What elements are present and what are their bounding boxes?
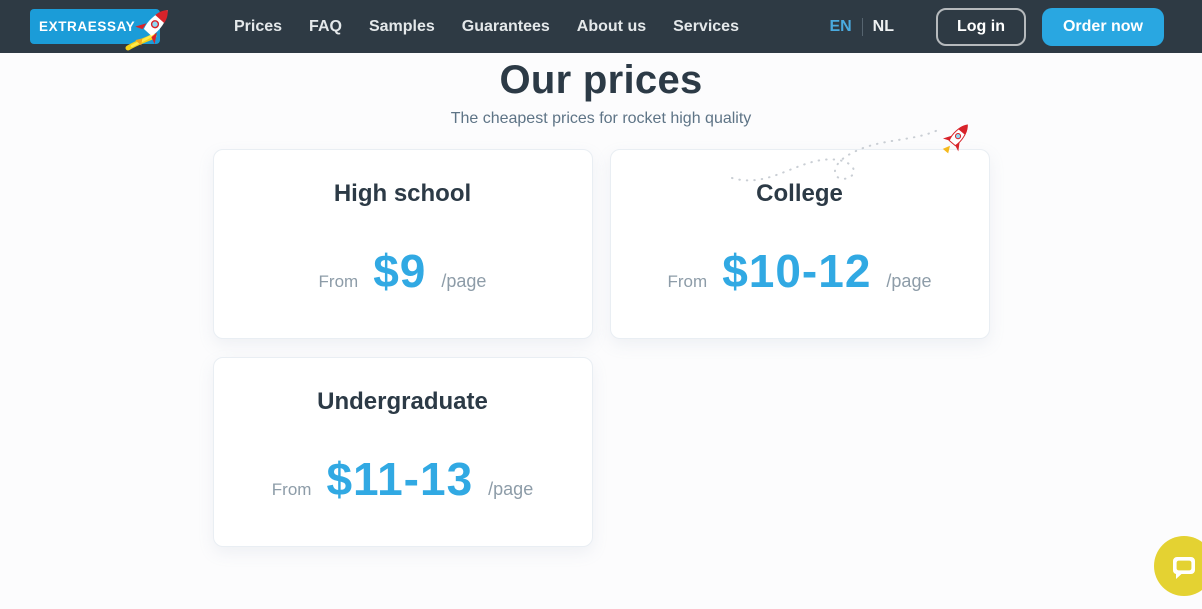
nav-item-samples[interactable]: Samples [368,17,435,35]
from-label: From [667,272,708,291]
card-title: College [756,180,843,207]
language-switcher: EN NL [829,17,894,36]
lang-option-nl[interactable]: NL [872,17,894,35]
from-label: From [271,480,312,499]
lang-option-en[interactable]: EN [829,17,852,35]
unit-label: /page [886,271,932,291]
nav-item-about-us[interactable]: About us [576,17,647,35]
brand-logo[interactable]: EXTRAESSAY [30,9,168,51]
order-now-button[interactable]: Order now [1041,7,1164,46]
price-row: From $9 /page [319,246,487,296]
price-value: $9 [373,245,427,297]
price-row: From $10-12 /page [668,246,932,296]
main-nav: Prices FAQ Samples Guarantees About us S… [234,18,739,36]
prices-section: Our prices The cheapest prices for rocke… [0,57,1202,547]
nav-item-guarantees[interactable]: Guarantees [461,17,550,35]
nav-item-faq[interactable]: FAQ [309,17,342,35]
lang-divider [861,17,863,36]
price-row: From $11-13 /page [272,454,533,504]
price-value: $11-13 [326,453,474,505]
navbar: EXTRAESSAY Prices FAQ Samples Guarantees… [0,0,1202,53]
nav-item-services[interactable]: Services [673,17,739,35]
from-label: From [318,272,359,291]
login-button[interactable]: Log in [936,7,1026,46]
page-title: Our prices [499,58,703,102]
price-value: $10-12 [722,245,872,297]
chat-widget-button[interactable] [1154,536,1202,596]
card-title: Undergraduate [317,388,488,415]
rocket-icon [125,10,168,51]
chat-bubble-icon [1172,557,1195,579]
unit-label: /page [488,479,534,499]
pricing-card-undergraduate: Undergraduate From $11-13 /page [212,357,593,547]
brand-logo-text: EXTRAESSAY [39,19,136,34]
page-subtitle: The cheapest prices for rocket high qual… [450,110,752,127]
pricing-card-college: College From $10-12 /page [609,149,990,339]
unit-label: /page [441,271,487,291]
pricing-cards: High school From $9 /page College From $… [212,149,990,547]
pricing-card-high-school: High school From $9 /page [212,149,593,339]
card-title: High school [333,180,472,207]
nav-item-prices[interactable]: Prices [234,17,283,35]
